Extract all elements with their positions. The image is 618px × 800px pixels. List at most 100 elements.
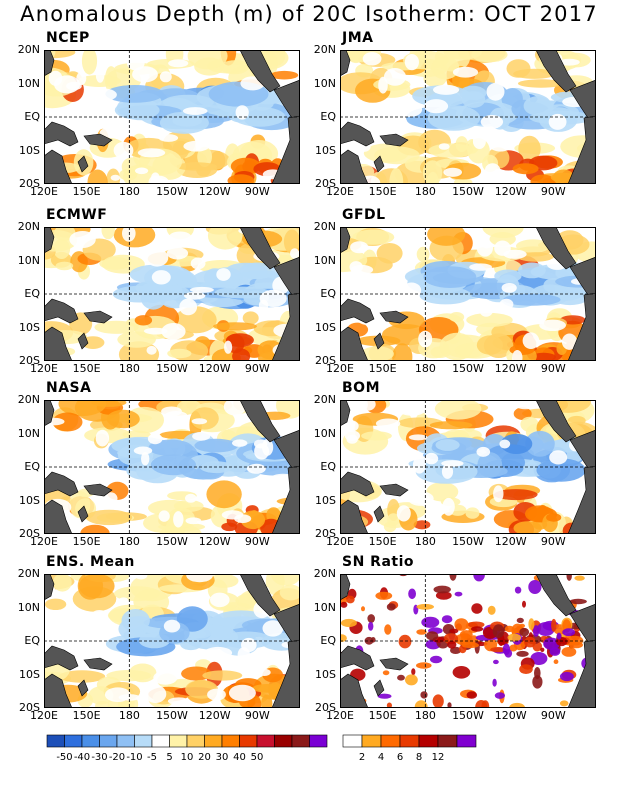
lat-tick-label: 10S — [19, 143, 40, 157]
colorbar-swatch — [274, 734, 293, 748]
colorbar-swatches — [342, 734, 477, 748]
colorbar-label: 50 — [250, 752, 264, 763]
lat-tick-label: 20N — [313, 43, 336, 56]
map-canvas — [44, 574, 300, 708]
lat-tick-label: 10N — [17, 76, 40, 90]
map-frame — [44, 574, 300, 708]
lat-tick-label: 10S — [315, 320, 336, 334]
land-mass — [340, 499, 369, 534]
map-frame — [44, 50, 300, 184]
land-mass — [379, 483, 409, 497]
land-mass — [535, 574, 577, 617]
lat-tick-label: 10S — [19, 667, 40, 681]
lon-tick-label: 120E — [326, 709, 354, 722]
lon-tick-label: 150W — [452, 535, 484, 548]
colorbar-label: 4 — [377, 752, 385, 763]
land-mass — [340, 326, 369, 361]
lat-tick-label: 10N — [313, 253, 336, 267]
lat-tick-label: 10S — [19, 320, 40, 334]
land-mass — [44, 499, 73, 534]
lon-tick-label: 120W — [198, 709, 231, 722]
land-mass — [44, 673, 73, 708]
colorbar-label: 5 — [166, 752, 173, 763]
land-mass — [44, 149, 73, 184]
land-mass — [379, 310, 409, 324]
lon-tick-label: 150E — [72, 709, 101, 722]
land-mass — [83, 657, 113, 671]
lon-tick-label: 120E — [326, 185, 354, 198]
panel-label: GFDL — [342, 207, 386, 223]
colorbar-swatch — [64, 734, 83, 748]
lon-tick-label: 180 — [414, 185, 436, 198]
colorbar-swatch — [204, 734, 223, 748]
lon-tick-label: 90W — [244, 362, 270, 375]
lon-tick-label: 90W — [244, 185, 270, 198]
land-mass — [44, 471, 79, 497]
lat-tick-label: 10N — [313, 600, 336, 614]
colorbar-label: -50 — [56, 752, 73, 763]
map-panel-sn-ratio: SN Ratio 20N 10N EQ 10S 20S 120E 150E 180 150W 120… — [314, 554, 618, 754]
map-frame — [44, 227, 300, 361]
lon-tick-label: 120E — [326, 535, 354, 548]
lon-tick-label: 120E — [30, 185, 58, 198]
lon-tick-label: 180 — [118, 535, 140, 548]
sn-ratio-colorbar: 2 4 6 8 12 — [342, 734, 478, 774]
land-mass — [567, 465, 596, 534]
lon-tick-label: 90W — [540, 362, 566, 375]
map-canvas — [340, 574, 596, 708]
lat-tick-label: 20N — [17, 220, 40, 233]
lon-tick-label: 150E — [368, 535, 397, 548]
map-frame — [44, 400, 300, 534]
colorbar-swatch — [399, 734, 420, 748]
panel-label: JMA — [342, 30, 374, 46]
lon-tick-label: 120W — [198, 185, 231, 198]
lon-tick-label: 90W — [244, 709, 270, 722]
lat-tick-label: 20N — [313, 567, 336, 580]
land-mass — [44, 227, 55, 254]
land-mass — [83, 483, 113, 497]
lat-tick-label: EQ — [24, 634, 40, 647]
colorbar-swatch — [186, 734, 205, 748]
colorbar-swatch — [418, 734, 439, 748]
map-frame — [340, 50, 596, 184]
land-mass — [44, 50, 55, 77]
map-panel-ens-mean: ENS. Mean 20N 10N EQ 10S 20S 120E 150E 180 150W 12… — [18, 554, 344, 754]
colorbar-swatches — [46, 734, 328, 748]
colorbar-swatch — [81, 734, 100, 748]
map-canvas — [340, 227, 596, 361]
colorbar-swatch — [256, 734, 275, 748]
colorbar-label: -30 — [91, 752, 108, 763]
lat-tick-label: 10N — [17, 600, 40, 614]
land-mass — [373, 155, 385, 173]
lon-tick-label: 120E — [30, 362, 58, 375]
map-panel-nasa: NASA 20N 10N EQ 10S 20S 120E 150E 180 150W 120W 90W — [18, 380, 344, 580]
land-mass — [239, 50, 281, 93]
land-mass — [340, 400, 351, 427]
lon-tick-label: 150W — [452, 362, 484, 375]
lat-tick-label: 10S — [315, 493, 336, 507]
map-frame — [340, 574, 596, 708]
land-mass — [340, 149, 369, 184]
lon-tick-label: 150W — [156, 535, 188, 548]
land-mass — [340, 227, 351, 254]
colorbar-swatch — [291, 734, 310, 748]
land-mass — [535, 227, 577, 270]
colorbar-swatch — [46, 734, 65, 748]
map-panel-ecmwf: ECMWF 20N 10N EQ 10S 20S 120E 150E 180 150W 120W 90… — [18, 207, 344, 407]
lon-tick-label: 120W — [198, 362, 231, 375]
colorbar-swatch — [169, 734, 188, 748]
colorbar-label: 6 — [396, 752, 404, 763]
land-mass — [567, 639, 596, 708]
land-mass — [340, 645, 375, 671]
figure-title: Anomalous Depth (m) of 20C Isotherm: OCT… — [20, 2, 598, 26]
panel-label: NASA — [46, 380, 92, 396]
colorbar-swatch — [361, 734, 382, 748]
land-mass — [379, 657, 409, 671]
colorbar-swatch — [380, 734, 401, 748]
land-mass — [340, 121, 375, 147]
land-mass — [239, 227, 281, 270]
map-panel-bom: BOM 20N 10N EQ 10S 20S 120E 150E 180 150W 120W 90W — [314, 380, 618, 580]
lon-tick-label: 150W — [452, 185, 484, 198]
land-mass — [44, 121, 79, 147]
lon-tick-label: 150W — [452, 709, 484, 722]
